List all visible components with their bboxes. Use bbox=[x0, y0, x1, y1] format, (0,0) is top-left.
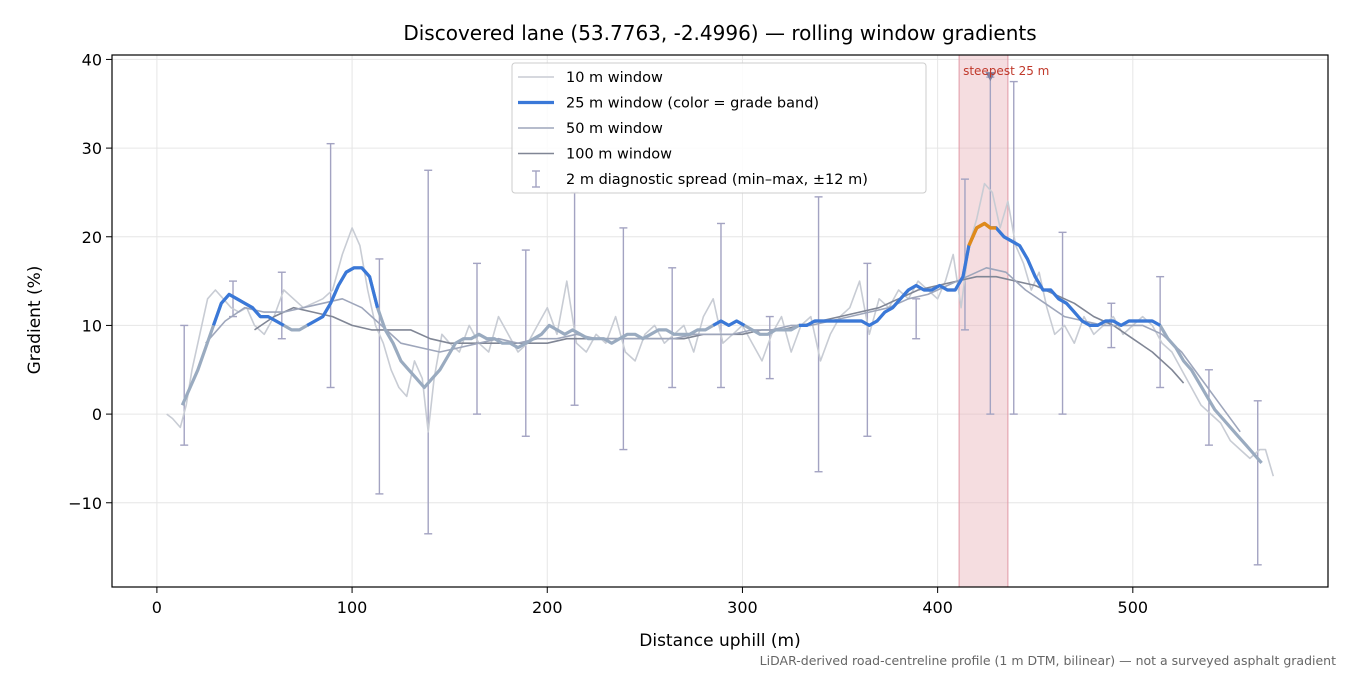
legend-label: 2 m diagnostic spread (min–max, ±12 m) bbox=[566, 172, 868, 188]
y-tick-label: 20 bbox=[82, 228, 102, 247]
legend: 10 m window 25 m window (color = grade ba… bbox=[511, 62, 927, 194]
series-line-25m-band bbox=[712, 319, 746, 327]
x-tick-label: 0 bbox=[152, 598, 162, 617]
peak-marker bbox=[985, 72, 996, 82]
x-tick-label: 300 bbox=[727, 598, 758, 617]
series-line-25m-band bbox=[306, 266, 380, 327]
x-tick-label: 200 bbox=[532, 598, 563, 617]
y-tick-label: 0 bbox=[92, 405, 102, 424]
series-line-2 bbox=[205, 267, 1241, 433]
series-line-25m-steep bbox=[967, 221, 997, 247]
series-group bbox=[166, 76, 1275, 566]
axes-frame bbox=[111, 54, 1329, 588]
y-tick-label: −10 bbox=[68, 494, 102, 513]
steepest-band bbox=[958, 54, 1009, 588]
x-axis-label: Distance uphill (m) bbox=[639, 631, 800, 651]
y-tick-label: 10 bbox=[82, 316, 102, 335]
x-tick-label: 500 bbox=[1118, 598, 1149, 617]
x-tick-label: 100 bbox=[337, 598, 368, 617]
footnote: LiDAR-derived road-centreline profile (1… bbox=[760, 653, 1336, 668]
series-line-25m-band bbox=[211, 292, 285, 327]
steepest-annotation: steepest 25 m bbox=[963, 64, 1049, 78]
chart-title: Discovered lane (53.7763, -2.4996) — rol… bbox=[403, 21, 1036, 45]
legend-label: 50 m window bbox=[566, 121, 663, 137]
legend-box bbox=[511, 62, 927, 194]
plot-area: steepest 25 m 0 100 200 300 400 500 −10 0 10 20 30 4… bbox=[68, 50, 1329, 617]
series-line-25m-base bbox=[180, 221, 1263, 464]
x-tick-label: 400 bbox=[922, 598, 953, 617]
legend-label: 10 m window bbox=[566, 70, 663, 86]
y-tick-label: 30 bbox=[82, 139, 102, 158]
series-line-0 bbox=[166, 182, 1275, 477]
legend-label: 25 m window (color = grade band) bbox=[566, 96, 819, 112]
legend-label: 100 m window bbox=[566, 147, 672, 163]
y-axis-label: Gradient (%) bbox=[25, 266, 45, 375]
y-tick-label: 40 bbox=[82, 50, 102, 69]
